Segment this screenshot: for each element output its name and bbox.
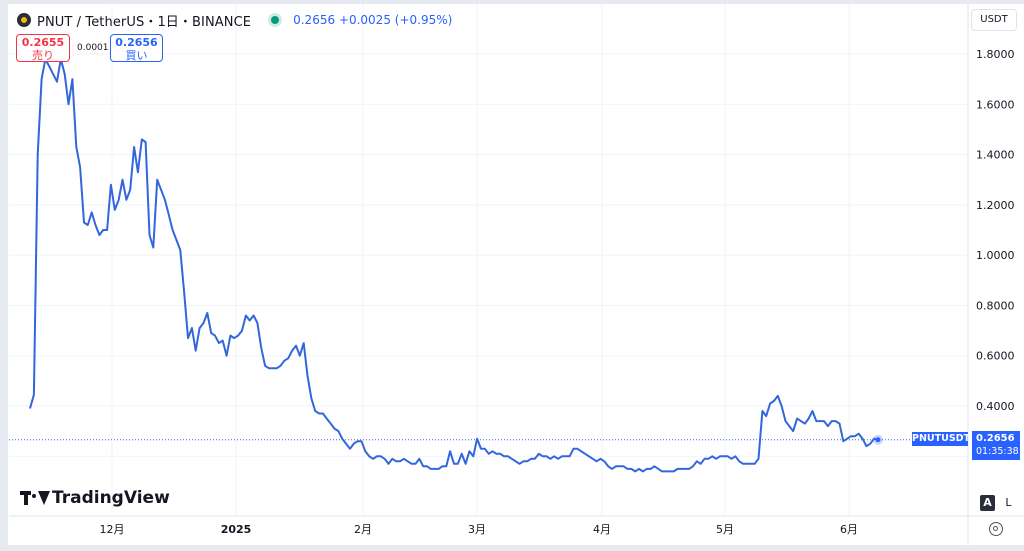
price-line-group [9,58,968,473]
price-change: 0.2656 +0.0025 (+0.95%) [293,13,453,27]
tradingview-logo-text: TradingView [52,488,170,508]
sell-label: 売り [32,49,54,62]
symbol-header: PNUT / TetherUS・1日・BINANCE 0.2656 +0.002… [17,11,453,30]
x-tick-label: 2025 [221,523,252,536]
y-tick-label: 1.2000 [976,199,1015,212]
binance-logo-icon [17,13,31,27]
x-tick-labels: 12月 2025 2月 3月 4月 5月 6月 [100,523,859,536]
y-tick-label: 0.6000 [976,350,1015,363]
y-tick-label: 0.8000 [976,299,1015,312]
spread-value: 0.0001 [77,43,109,53]
market-open-icon [271,16,280,24]
y-tick-label: 0.4000 [976,400,1015,413]
x-tick-label: 2月 [354,523,372,536]
chart-grid [9,4,968,516]
sell-button[interactable]: 0.2655 売り [16,34,70,62]
settings-gear-icon[interactable] [989,522,1003,536]
tradingview-logo[interactable]: TradingView [20,488,170,508]
bottom-border [0,545,1024,551]
x-tick-label: 6月 [840,523,858,536]
symbol-price-label: PNUTUSDT [912,432,971,446]
y-tick-label: 1.4000 [976,149,1015,162]
bar-countdown: 01:35:38 [976,446,1019,457]
top-border [0,0,1024,4]
y-tick-label: 1.6000 [976,98,1015,111]
x-tick-label: 4月 [593,523,611,536]
x-tick-label: 3月 [468,523,486,536]
log-scale-button[interactable]: L [1005,496,1012,509]
currency-button[interactable]: USDT [971,9,1017,31]
buy-button[interactable]: 0.2656 買い [110,34,163,62]
price-line-series [29,58,879,473]
last-price-label: 0.2656 01:35:38 [972,431,1020,460]
sell-price: 0.2655 [21,36,65,49]
y-tick-labels: 1.8000 1.6000 1.4000 1.2000 1.0000 0.8000 0.60… [976,48,1015,413]
x-tick-label: 12月 [100,523,125,536]
x-tick-label: 5月 [716,523,734,536]
price-axis [9,4,1024,545]
left-border [0,0,8,551]
y-tick-label: 1.0000 [976,249,1015,262]
last-point-marker [875,437,881,443]
buy-price: 0.2656 [115,36,158,49]
y-tick-label: 1.8000 [976,48,1015,61]
last-price: 0.2656 [976,433,1015,444]
auto-scale-button[interactable]: A [980,495,995,511]
symbol-title[interactable]: PNUT / TetherUS・1日・BINANCE [37,14,252,30]
tradingview-logo-icon [20,491,50,505]
buy-label: 買い [125,49,148,62]
